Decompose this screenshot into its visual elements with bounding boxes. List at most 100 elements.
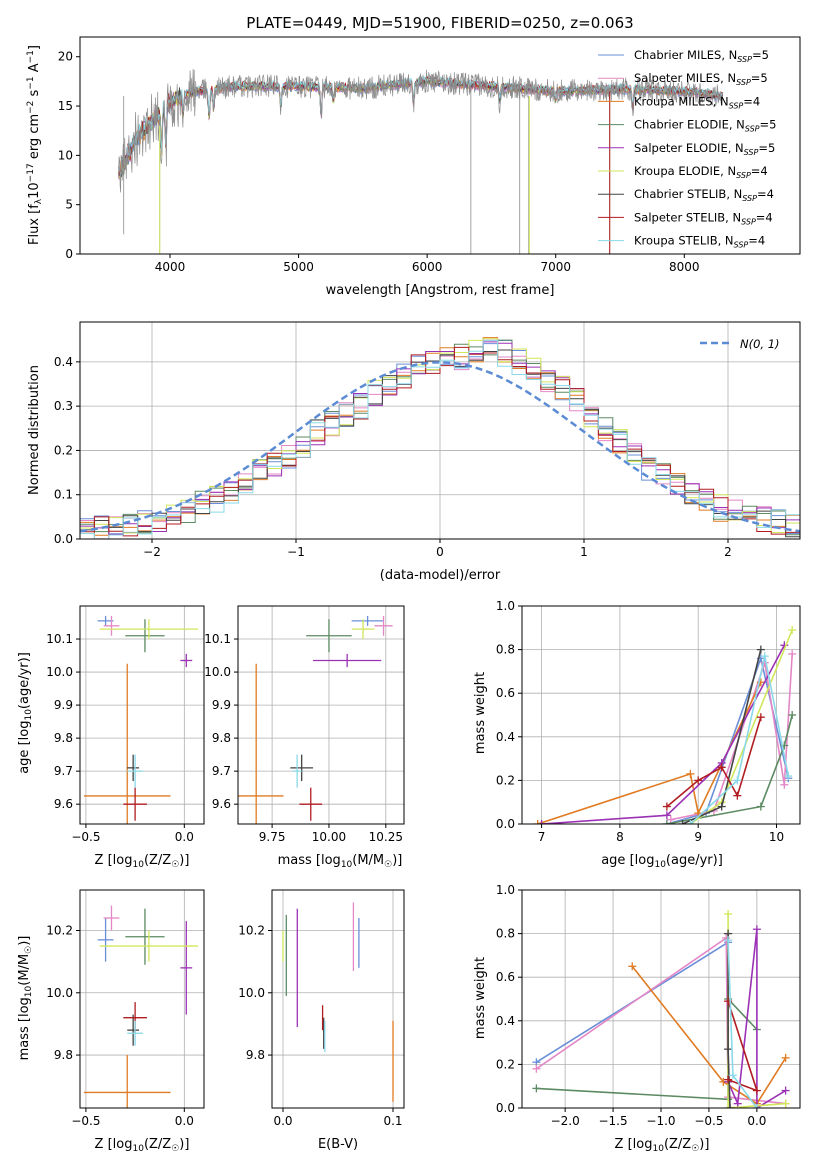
weight-line (689, 655, 790, 824)
y-tick-label: 0.8 (496, 643, 515, 657)
y-tick-label: 9.8 (246, 1048, 265, 1062)
y-tick-label: 10.1 (46, 632, 73, 646)
legend-entry: Kroupa STELIB, NSSP=4 (634, 234, 765, 250)
x-tick-label: 0 (436, 545, 444, 559)
legend-entry: Chabrier STELIB, NSSP=4 (634, 187, 774, 203)
y-tick-label: 0 (65, 247, 73, 261)
label-part: −1 (26, 50, 36, 63)
y-tick-label: 0.1 (54, 488, 73, 502)
y-tick-label: 10.0 (238, 986, 265, 1000)
y-tick-label: 0.0 (496, 1101, 515, 1115)
label-part: )] (392, 853, 402, 868)
y-tick-label: 9.7 (54, 764, 73, 778)
label-part: )] (179, 853, 189, 868)
legend-ssp-sub: SSP (744, 148, 759, 157)
label-part: (Z/Z (144, 1137, 171, 1152)
histogram-axes: −2 −1 0 1 2 0.0 0.1 0.2 0.3 0.4 N(0, 1) (54, 321, 801, 559)
legend-entry: Salpeter MILES, NSSP=5 (634, 71, 768, 87)
y-tick-label: 9.6 (54, 797, 73, 811)
legend-series-name: Kroupa MILES (634, 94, 713, 108)
age-weight-xlabel: age [log10(age/yr)] (601, 853, 723, 870)
z-weight-ylabel: mass weight (473, 957, 488, 1039)
histogram-ylabel: Normed distribution (27, 365, 42, 495)
label-part: 10 (27, 182, 42, 199)
legend-entry: Chabrier ELODIE, NSSP=5 (634, 118, 776, 134)
label-part: ☉ (171, 860, 179, 870)
label-part: λ (34, 198, 44, 204)
y-tick-label: 5 (65, 198, 73, 212)
label-part: mass [log (17, 997, 32, 1060)
label-part: (age/yr)] (666, 853, 723, 868)
label-part: A (27, 63, 42, 76)
legend-n-label: , N (721, 48, 737, 62)
histogram-xlabel: (data-model)/error (380, 568, 501, 583)
label-part: )] (17, 936, 32, 946)
label-part: age [log (17, 721, 32, 774)
axes-frame (79, 36, 801, 255)
z-mass-ylabel: mass [log10(M/M☉)] (17, 936, 34, 1061)
label-part: Z [log (615, 1137, 653, 1152)
legend-nssp-value: =4 (743, 94, 760, 108)
legend-series-name: Kroupa STELIB (634, 234, 718, 248)
legend-entry: Kroupa MILES, NSSP=4 (634, 94, 760, 110)
legend-n-label: , N (729, 118, 745, 132)
x-tick-label: −2 (143, 545, 161, 559)
z-age-ylabel: age [log10(age/yr)] (17, 652, 34, 774)
plot-area (118, 68, 724, 254)
legend-nssp-value: =4 (756, 210, 773, 224)
y-tick-label: 0.4 (496, 1014, 515, 1028)
z-mass-xlabel: Z [log10(Z/Z☉)] (95, 1137, 190, 1154)
y-tick-label: 0.4 (496, 730, 515, 744)
legend-series-name: Chabrier MILES (634, 48, 721, 62)
legend-ssp-sub: SSP (742, 194, 757, 203)
x-tick-label: 10.00 (312, 830, 346, 844)
label-part: age [log (601, 853, 654, 868)
legend-ssp-sub: SSP (729, 101, 744, 110)
axes-frame (79, 889, 205, 1109)
label-part: 10 (24, 709, 34, 721)
weight-line (666, 655, 790, 824)
x-tick-label: −0.5 (694, 1114, 723, 1128)
mass-age-axes: 9.75 10.00 10.25 9.6 9.7 9.8 9.9 10.0 10.1 (204, 605, 405, 844)
x-tick-label: 7000 (540, 260, 571, 274)
y-tick-label: 10.2 (46, 923, 73, 937)
histogram-step (80, 341, 800, 535)
legend-n-label: , N (713, 94, 729, 108)
axes-frame (237, 605, 405, 825)
label-part: )] (699, 1137, 709, 1152)
legend-entry: Kroupa ELODIE, NSSP=4 (634, 164, 768, 180)
label-part: 10 (132, 1144, 144, 1154)
x-tick-label: 2 (724, 545, 732, 559)
y-tick-label: 10.0 (46, 986, 73, 1000)
y-tick-label: 20 (58, 50, 73, 64)
z-weight-xlabel: Z [log10(Z/Z☉)] (615, 1137, 710, 1154)
x-tick-label: −1 (287, 545, 305, 559)
x-tick-label: 0.0 (273, 1114, 292, 1128)
x-tick-label: 6000 (412, 260, 443, 274)
legend-n-label: , N (725, 210, 741, 224)
x-tick-label: 0.1 (383, 1114, 402, 1128)
legend-ssp-sub: SSP (736, 171, 751, 180)
label-part: 10 (654, 860, 666, 870)
x-tick-label: 0.0 (747, 1114, 766, 1128)
weight-line (541, 644, 786, 824)
spectrum-xlabel: wavelength [Angstrom, rest frame] (326, 283, 555, 298)
legend-n-label: , N (720, 164, 736, 178)
y-tick-label: 9.7 (212, 764, 231, 778)
label-part: ☉ (171, 1144, 179, 1154)
x-tick-label: 1 (580, 545, 588, 559)
x-tick-label: −0.5 (71, 830, 100, 844)
label-part: (M/M (17, 954, 32, 986)
y-tick-label: 9.8 (54, 1048, 73, 1062)
legend-n-label: , N (718, 234, 734, 248)
y-tick-label: 0.3 (54, 399, 73, 413)
label-part: s (27, 89, 42, 100)
label-part: (age/yr)] (17, 652, 32, 709)
gaussian-curve (80, 361, 800, 533)
y-tick-label: 9.9 (212, 698, 231, 712)
x-tick-label: 4000 (155, 260, 186, 274)
label-part: −2 (26, 101, 36, 114)
label-part: −17 (26, 163, 36, 182)
x-tick-label: 8 (616, 830, 624, 844)
plot-area (83, 905, 199, 1108)
